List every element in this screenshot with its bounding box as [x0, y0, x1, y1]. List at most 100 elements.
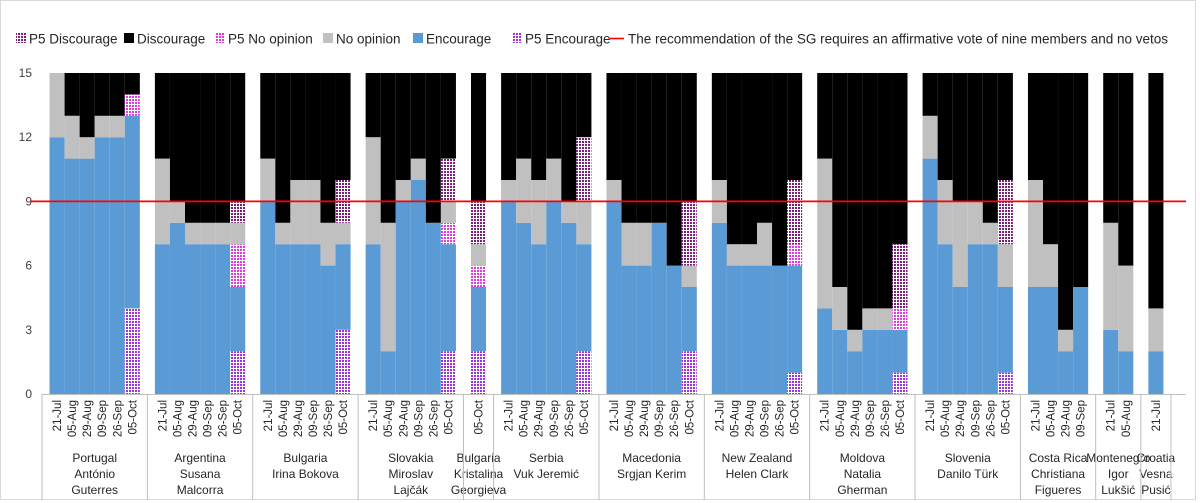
- bar-segment-p5_encourage: [997, 372, 1013, 394]
- bar-segment-no_opinion: [215, 222, 231, 245]
- x-tick-label-date: 05-Oct: [338, 399, 350, 434]
- bar-segment-no_opinion: [561, 201, 577, 223]
- x-tick-label-date: 26-Sep: [218, 400, 230, 437]
- bar-segment-no_opinion: [1058, 329, 1074, 352]
- bar-segment-discourage: [79, 73, 95, 138]
- bar-segment-p5_discourage: [681, 201, 697, 266]
- bar-segment-encourage: [275, 244, 291, 394]
- bar-segment-discourage: [335, 73, 351, 180]
- bar-segment-discourage: [1118, 73, 1134, 266]
- bar-segment-discourage: [1103, 73, 1119, 223]
- candidate-label: Irina Bokova: [272, 467, 339, 481]
- bar-segment-discourage: [561, 73, 577, 202]
- bar-segment-encourage: [230, 287, 246, 352]
- x-tick-label-date: 21-Jul: [925, 400, 937, 431]
- x-tick-label-date: 09-Sep: [97, 400, 109, 437]
- x-tick-label-date: 05-Aug: [172, 400, 184, 437]
- x-tick-label-date: 05-Oct: [474, 399, 486, 434]
- bar-segment-encourage: [621, 265, 637, 394]
- x-tick-label-date: 05-Oct: [1000, 399, 1012, 434]
- bar-segment-no_opinion: [275, 222, 291, 245]
- candidate-label: Miroslav: [388, 467, 433, 481]
- candidate-label: Danilo Türk: [937, 467, 999, 481]
- bar-segment-discourage: [862, 73, 878, 309]
- bar-segment-p5_discourage: [892, 244, 908, 309]
- bar-segment-p5_no_opinion: [230, 244, 246, 287]
- bar-segment-no_opinion: [64, 115, 80, 159]
- bar-segment-p5_encourage: [335, 329, 351, 394]
- candidate-label: Montenegro: [1086, 451, 1150, 465]
- bar-segment-encourage: [1027, 287, 1043, 394]
- legend-item-p5_encourage: P5 Encourage: [512, 32, 611, 47]
- x-tick-label-date: 05-Aug: [519, 400, 531, 437]
- bar-segment-discourage: [320, 73, 336, 223]
- bar-segment-no_opinion: [847, 329, 863, 352]
- bar-segment-no_opinion: [79, 137, 95, 159]
- bar-segment-p5_encourage: [681, 351, 697, 394]
- candidate-label: Georgieva: [451, 483, 507, 497]
- bar-segment-discourage: [621, 73, 637, 223]
- bar-segment-encourage: [305, 244, 321, 394]
- bar-segment-encourage: [49, 137, 65, 394]
- candidate-label: Serbia: [529, 451, 564, 465]
- bar-segment-discourage: [305, 73, 321, 180]
- bar-segment-encourage: [440, 244, 456, 352]
- bar-segment-discourage: [154, 73, 170, 159]
- bar-segment-encourage: [787, 265, 803, 373]
- bar-segment-encourage: [1043, 287, 1059, 394]
- bar-segment-discourage: [1148, 73, 1164, 309]
- x-tick-label-date: 26-Sep: [323, 400, 335, 437]
- bar-segment-encourage: [817, 308, 833, 394]
- bar-segment-p5_discourage: [997, 180, 1013, 245]
- bar-segment-discourage: [892, 73, 908, 245]
- bar-segment-no_opinion: [862, 308, 878, 330]
- y-tick-label: 12: [19, 130, 33, 144]
- x-tick-label-date: 26-Sep: [985, 400, 997, 437]
- x-tick-label-date: 21-Jul: [1106, 400, 1118, 431]
- candidate-label: Argentina: [174, 451, 226, 465]
- bar-segment-no_opinion: [200, 222, 216, 245]
- bar-segment-encourage: [666, 265, 682, 394]
- bar-segment-no_opinion: [922, 115, 938, 159]
- bar-segment-encourage: [290, 244, 306, 394]
- x-tick-label-date: 09-Sep: [865, 400, 877, 437]
- bar-segment-encourage: [94, 137, 110, 394]
- bar-segment-p5_no_opinion: [892, 308, 908, 330]
- bar-segment-discourage: [124, 73, 140, 95]
- bar-segment-discourage: [501, 73, 517, 180]
- bar-segment-discourage: [290, 73, 306, 180]
- bar-segment-encourage: [154, 244, 170, 394]
- x-tick-label-date: 26-Sep: [880, 400, 892, 437]
- candidate-label: Pusić: [1141, 483, 1170, 497]
- candidate-label: Bulgaria: [283, 451, 327, 465]
- bar-segment-no_opinion: [320, 222, 336, 266]
- bar-segment-no_opinion: [260, 158, 276, 202]
- y-tick-label: 15: [19, 66, 33, 80]
- y-tick-label: 6: [25, 259, 32, 273]
- bar-segment-no_opinion: [440, 201, 456, 223]
- bar-segment-discourage: [200, 73, 216, 223]
- bar-segment-encourage: [636, 265, 652, 394]
- bar-segment-encourage: [395, 201, 411, 394]
- x-tick-label-date: 09-Sep: [654, 400, 666, 437]
- legend-label-discourage: Discourage: [137, 32, 205, 47]
- bar-segment-encourage: [982, 244, 998, 394]
- bar-segment-discourage: [531, 73, 547, 180]
- x-tick-label-date: 05-Oct: [790, 399, 802, 434]
- candidate-label: Costa Rica: [1029, 451, 1088, 465]
- legend-swatch-p5_no_opinion: [215, 33, 225, 43]
- x-tick-label-date: 21-Jul: [1151, 400, 1163, 431]
- x-tick-label-date: 09-Sep: [549, 400, 561, 437]
- bar-segment-no_opinion: [621, 222, 637, 266]
- candidate-label: Bulgaria: [457, 451, 501, 465]
- bar-segment-discourage: [757, 73, 773, 223]
- y-axis: 0 3 6 9 12 15: [19, 66, 33, 401]
- x-tick-label-date: 29-Aug: [1061, 400, 1073, 437]
- bar-segment-encourage: [546, 201, 562, 394]
- x-tick-label-date: 21-Jul: [157, 400, 169, 431]
- bar-segment-no_opinion: [726, 244, 742, 266]
- bar-segment-discourage: [380, 73, 396, 223]
- bar-segment-encourage: [124, 115, 140, 309]
- legend-swatch-discourage: [124, 33, 134, 43]
- bar-segment-p5_encourage: [440, 351, 456, 394]
